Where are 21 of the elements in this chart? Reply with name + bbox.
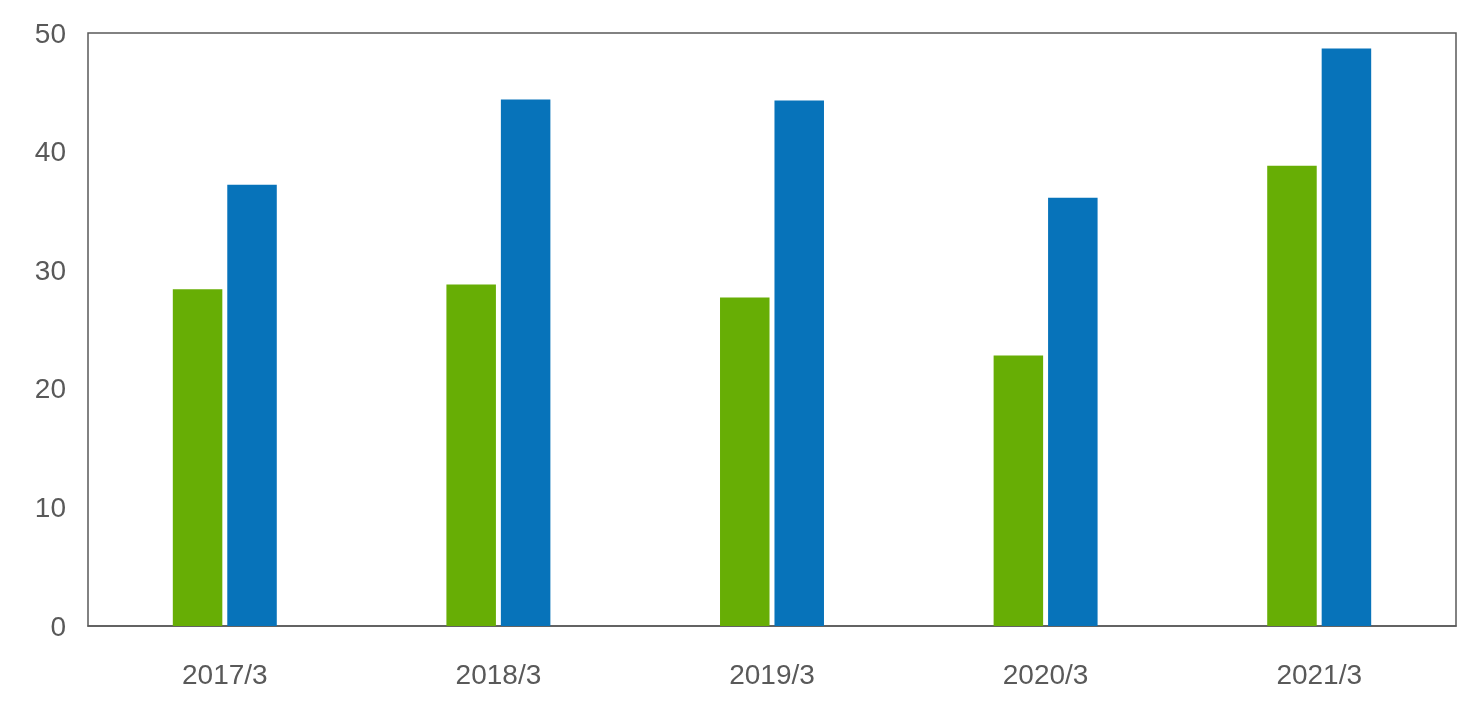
y-tick-label: 50 xyxy=(34,17,66,49)
y-tick-label: 10 xyxy=(34,491,66,523)
bar xyxy=(227,184,277,626)
x-tick-label: 2019/3 xyxy=(729,658,815,690)
bar xyxy=(1321,48,1372,626)
bar xyxy=(1267,165,1317,626)
x-tick-label: 2017/3 xyxy=(181,658,268,690)
bar xyxy=(446,284,496,626)
bar xyxy=(774,100,824,626)
bar xyxy=(993,355,1044,626)
bar xyxy=(500,99,551,626)
y-tick-label: 0 xyxy=(50,610,66,642)
y-tick-label: 20 xyxy=(34,373,66,405)
bar xyxy=(1048,197,1098,626)
y-tick-label: 30 xyxy=(34,254,66,286)
bar xyxy=(720,297,770,626)
x-tick-label: 2020/3 xyxy=(1002,658,1089,690)
y-tick-label: 40 xyxy=(34,136,66,168)
bar xyxy=(172,289,223,626)
x-tick-label: 2021/3 xyxy=(1276,658,1363,690)
x-tick-label: 2018/3 xyxy=(455,658,542,690)
